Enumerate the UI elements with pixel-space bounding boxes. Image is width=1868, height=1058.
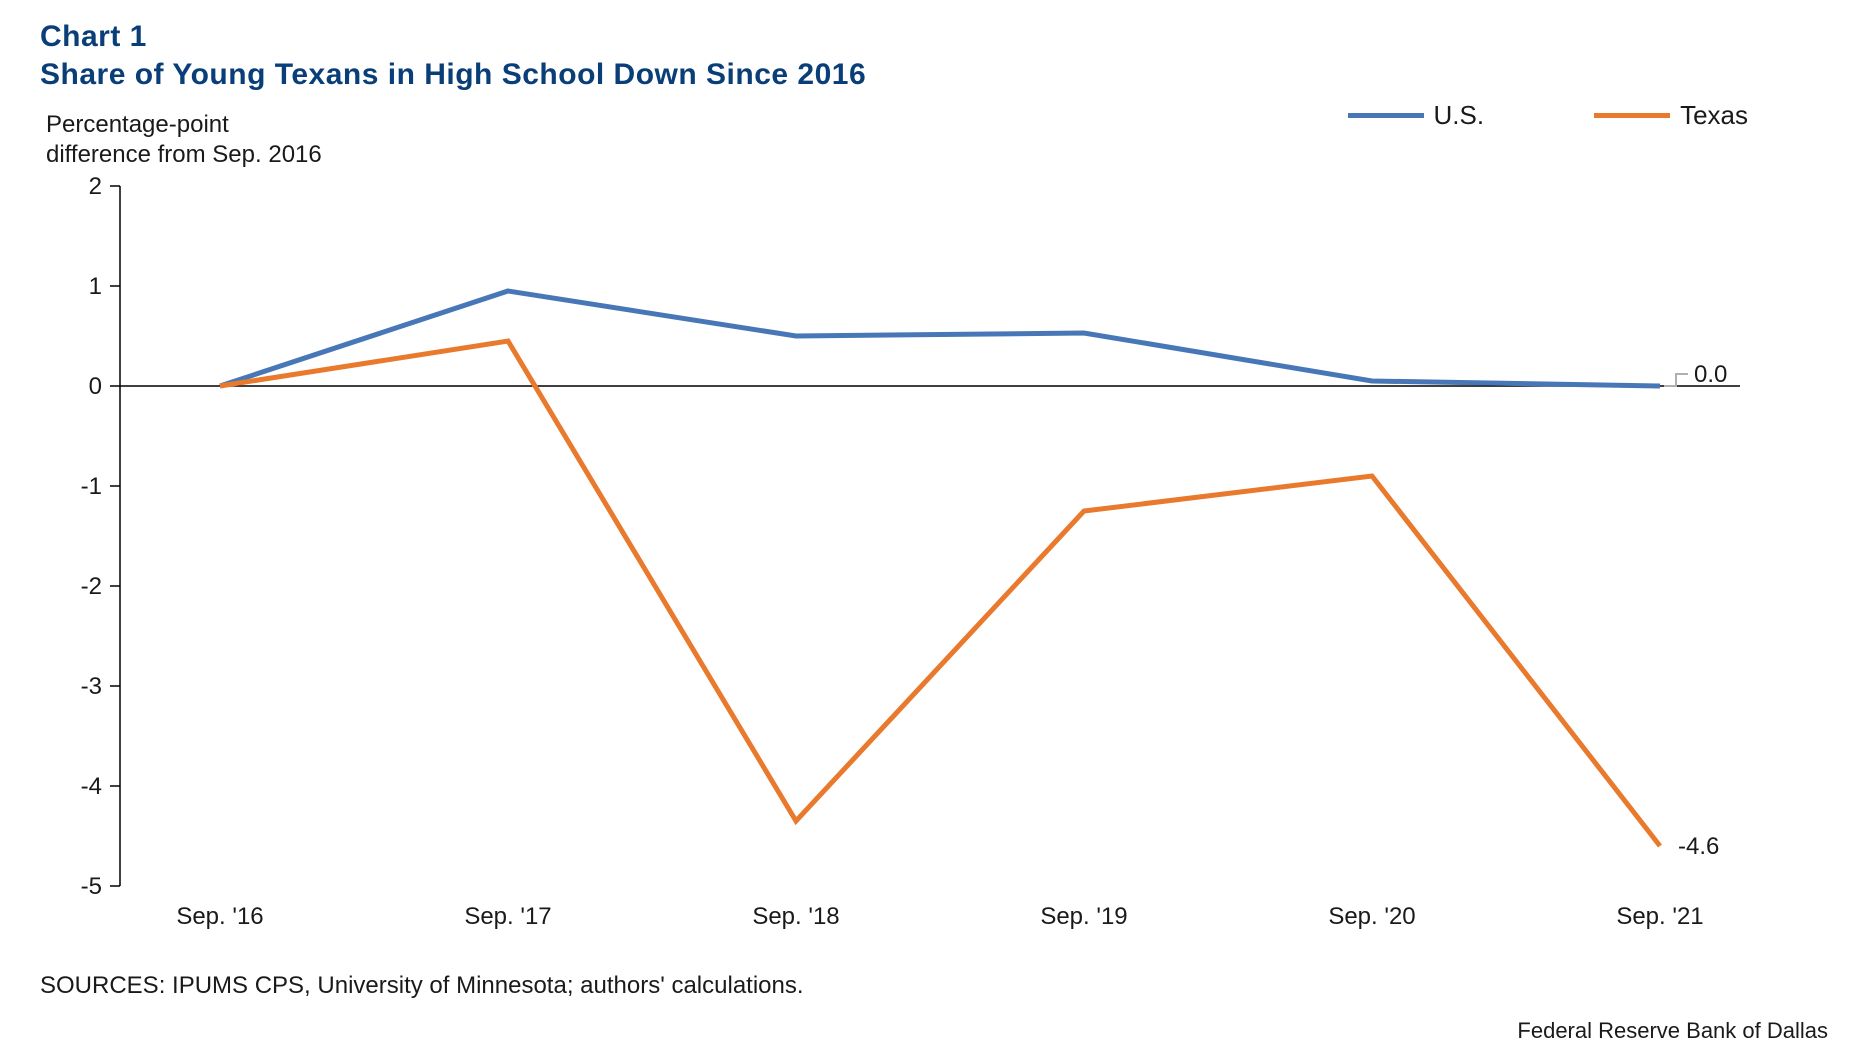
svg-text:Sep. '17: Sep. '17 xyxy=(464,903,551,930)
legend-label-texas: Texas xyxy=(1680,100,1748,131)
legend-item-texas: Texas xyxy=(1594,100,1748,131)
line-chart-svg: -5 -4 -3 -2 -1 0 1 2 Sep. '16 Sep. '17 Sep. '18 Sep… xyxy=(40,176,1828,944)
svg-text:-5: -5 xyxy=(81,873,102,900)
svg-text:Sep. '21: Sep. '21 xyxy=(1616,903,1703,930)
plot-area: -5 -4 -3 -2 -1 0 1 2 Sep. '16 Sep. '17 Sep. '18 Sep… xyxy=(40,176,1828,944)
svg-text:-4: -4 xyxy=(81,773,102,800)
sources-text: SOURCES: IPUMS CPS, University of Minnes… xyxy=(40,972,1828,1000)
attribution-text: Federal Reserve Bank of Dallas xyxy=(1517,1018,1828,1044)
y-axis-label-line1: Percentage-point xyxy=(46,111,229,138)
chart-title: Share of Young Texans in High School Dow… xyxy=(40,58,1828,92)
svg-text:-3: -3 xyxy=(81,673,102,700)
y-axis-label-line2: difference from Sep. 2016 xyxy=(46,141,322,168)
svg-text:1: 1 xyxy=(89,273,102,300)
svg-text:2: 2 xyxy=(89,176,102,200)
svg-text:0: 0 xyxy=(89,373,102,400)
legend-swatch-texas xyxy=(1594,113,1670,118)
legend-item-us: U.S. xyxy=(1348,100,1485,131)
svg-text:-2: -2 xyxy=(81,573,102,600)
svg-text:Sep. '18: Sep. '18 xyxy=(752,903,839,930)
svg-text:Sep. '20: Sep. '20 xyxy=(1328,903,1415,930)
svg-text:Sep. '19: Sep. '19 xyxy=(1040,903,1127,930)
legend-swatch-us xyxy=(1348,113,1424,118)
legend: U.S. Texas xyxy=(1348,100,1749,131)
svg-text:-1: -1 xyxy=(81,473,102,500)
legend-label-us: U.S. xyxy=(1434,100,1485,131)
chart-number: Chart 1 xyxy=(40,20,1828,54)
svg-text:-4.6: -4.6 xyxy=(1678,833,1719,860)
chart-container: Chart 1 Share of Young Texans in High Sc… xyxy=(0,0,1868,1058)
svg-text:Sep. '16: Sep. '16 xyxy=(176,903,263,930)
svg-text:0.0: 0.0 xyxy=(1694,361,1727,388)
